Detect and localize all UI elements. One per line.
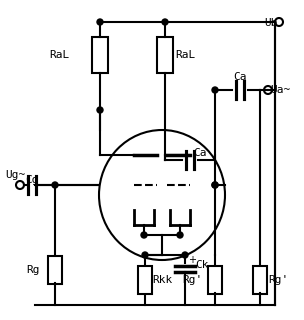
Text: Ck: Ck: [195, 260, 209, 270]
Circle shape: [182, 252, 188, 258]
Text: RaL: RaL: [50, 50, 70, 60]
Bar: [92, 37, 108, 73]
Text: Ub: Ub: [264, 18, 278, 28]
Bar: [48, 256, 62, 284]
Circle shape: [142, 252, 148, 258]
Circle shape: [212, 182, 218, 188]
Text: Ca: Ca: [233, 72, 247, 82]
Text: Rg': Rg': [268, 275, 288, 285]
Circle shape: [52, 182, 58, 188]
Text: +: +: [188, 255, 196, 265]
Text: Rg: Rg: [26, 265, 40, 275]
Circle shape: [177, 232, 183, 238]
Bar: [138, 266, 152, 294]
Circle shape: [162, 19, 168, 25]
Circle shape: [97, 19, 103, 25]
Bar: [253, 266, 267, 294]
Circle shape: [212, 182, 218, 188]
Text: Rkk: Rkk: [152, 275, 172, 285]
Text: Ug~: Ug~: [5, 170, 25, 180]
Circle shape: [141, 232, 147, 238]
Text: Cg: Cg: [25, 175, 39, 185]
Circle shape: [97, 107, 103, 113]
Text: RaL: RaL: [175, 50, 195, 60]
Circle shape: [212, 87, 218, 93]
Bar: [208, 266, 222, 294]
Text: Ca: Ca: [193, 148, 206, 158]
Text: Rg': Rg': [183, 275, 203, 285]
Bar: [157, 37, 173, 73]
Text: Ua~: Ua~: [270, 85, 290, 95]
